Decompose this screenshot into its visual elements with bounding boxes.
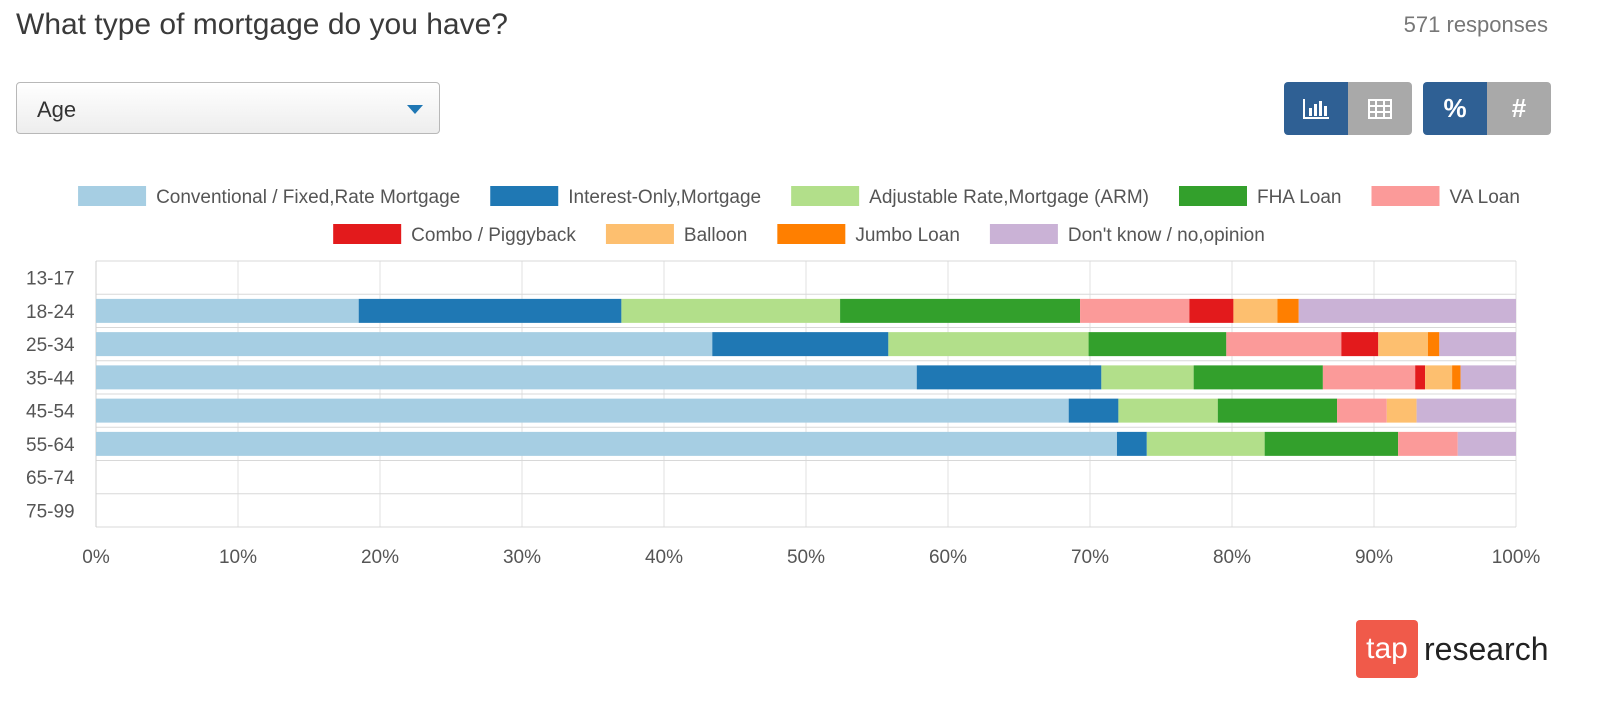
x-tick-label: 70% bbox=[1071, 547, 1109, 568]
bar-segment bbox=[1088, 332, 1227, 357]
x-tick-label: 60% bbox=[929, 547, 967, 568]
value-type-toggle: % # bbox=[1423, 82, 1551, 135]
bar-segment bbox=[1118, 398, 1218, 423]
bar-segment bbox=[1427, 332, 1440, 357]
y-tick-label: 45-54 bbox=[26, 402, 75, 423]
stacked-bar-chart: Conventional / Fixed,Rate Mortgage Intere… bbox=[26, 186, 1541, 568]
y-tick-label: 18-24 bbox=[26, 302, 75, 323]
bar-segment bbox=[916, 365, 1102, 390]
bar-segment bbox=[1080, 298, 1190, 323]
x-tick-label: 40% bbox=[645, 547, 683, 568]
x-tick-label: 0% bbox=[82, 547, 110, 568]
logo-mark: tap bbox=[1356, 620, 1418, 678]
bar-chart-icon bbox=[1303, 98, 1329, 119]
legend-label: Don't know / no,opinion bbox=[1068, 225, 1265, 246]
legend-label: Interest-Only,Mortgage bbox=[568, 187, 761, 208]
bar-segment bbox=[96, 431, 1117, 456]
legend-swatch bbox=[777, 224, 846, 244]
bar-segment bbox=[1217, 398, 1338, 423]
legend-label: Conventional / Fixed,Rate Mortgage bbox=[156, 187, 460, 208]
y-tick-label: 13-17 bbox=[26, 269, 75, 290]
x-tick-label: 10% bbox=[219, 547, 257, 568]
bar-segment bbox=[1416, 398, 1516, 423]
bar-segment bbox=[1189, 298, 1234, 323]
bar-segment bbox=[1425, 365, 1453, 390]
bar-segment bbox=[1378, 332, 1428, 357]
legend-swatch bbox=[78, 186, 147, 206]
table-view-button[interactable] bbox=[1348, 82, 1412, 135]
bar-segment bbox=[1457, 431, 1516, 456]
bar-segment bbox=[1277, 298, 1299, 323]
logo-text: research bbox=[1424, 630, 1549, 667]
y-tick-label: 25-34 bbox=[26, 335, 75, 356]
y-tick-label: 75-99 bbox=[26, 501, 75, 522]
bar-segment bbox=[1322, 365, 1416, 390]
legend-swatch bbox=[490, 186, 559, 206]
bar-segment bbox=[1264, 431, 1399, 456]
bar-segment bbox=[1193, 365, 1323, 390]
y-tick-label: 55-64 bbox=[26, 435, 75, 456]
view-type-toggle bbox=[1284, 82, 1412, 135]
count-button[interactable]: # bbox=[1487, 82, 1551, 135]
bar-segment bbox=[1068, 398, 1119, 423]
legend-swatch bbox=[1371, 186, 1440, 206]
bar-segment bbox=[1226, 332, 1342, 357]
response-count: 571 responses bbox=[1403, 12, 1548, 37]
legend-label: Combo / Piggyback bbox=[411, 225, 576, 246]
legend-label: FHA Loan bbox=[1257, 187, 1342, 208]
x-tick-label: 100% bbox=[1492, 547, 1541, 568]
bar-segment bbox=[1460, 365, 1516, 390]
bar-segment bbox=[888, 332, 1089, 357]
bar-segment bbox=[1146, 431, 1265, 456]
x-tick-label: 50% bbox=[787, 547, 825, 568]
legend-swatch bbox=[989, 224, 1058, 244]
segment-dropdown-value: Age bbox=[37, 97, 77, 122]
bar-segment bbox=[1341, 332, 1379, 357]
legend-swatch bbox=[333, 224, 402, 244]
chart-view-button[interactable] bbox=[1284, 82, 1348, 135]
percent-button[interactable]: % bbox=[1423, 82, 1487, 135]
legend-label: Adjustable Rate,Mortgage (ARM) bbox=[869, 187, 1149, 208]
bar-segment bbox=[1233, 298, 1278, 323]
bar-segment bbox=[1452, 365, 1461, 390]
page-title: What type of mortgage do you have? bbox=[16, 8, 508, 41]
legend-label: Balloon bbox=[684, 225, 747, 246]
x-tick-label: 80% bbox=[1213, 547, 1251, 568]
y-tick-label: 65-74 bbox=[26, 468, 75, 489]
bar-segment bbox=[1386, 398, 1417, 423]
tap-research-logo: tap research bbox=[1356, 620, 1549, 678]
legend-label: Jumbo Loan bbox=[855, 225, 960, 246]
legend-label: VA Loan bbox=[1449, 187, 1519, 208]
bar-segment bbox=[621, 298, 841, 323]
bar-segment bbox=[96, 332, 713, 357]
x-tick-label: 30% bbox=[503, 547, 541, 568]
y-tick-label: 35-44 bbox=[26, 368, 75, 389]
bar-segment bbox=[96, 298, 359, 323]
bar-segment bbox=[712, 332, 889, 357]
bar-segment bbox=[1337, 398, 1387, 423]
chevron-down-icon bbox=[407, 105, 423, 114]
bar-segment bbox=[1439, 332, 1516, 357]
bar-segment bbox=[1415, 365, 1426, 390]
x-tick-label: 90% bbox=[1355, 547, 1393, 568]
legend-swatch bbox=[791, 186, 860, 206]
table-icon bbox=[1368, 98, 1392, 119]
bar-segment bbox=[358, 298, 622, 323]
legend-swatch bbox=[605, 224, 674, 244]
bar-segment bbox=[1298, 298, 1516, 323]
bar-segment bbox=[1101, 365, 1194, 390]
bar-segment bbox=[1116, 431, 1147, 456]
legend-swatch bbox=[1178, 186, 1247, 206]
bar-segment bbox=[1398, 431, 1458, 456]
bar-segment bbox=[96, 398, 1069, 423]
bar-segment bbox=[840, 298, 1081, 323]
bar-segment bbox=[96, 365, 917, 390]
segment-dropdown[interactable]: Age bbox=[16, 82, 440, 134]
x-tick-label: 20% bbox=[361, 547, 399, 568]
